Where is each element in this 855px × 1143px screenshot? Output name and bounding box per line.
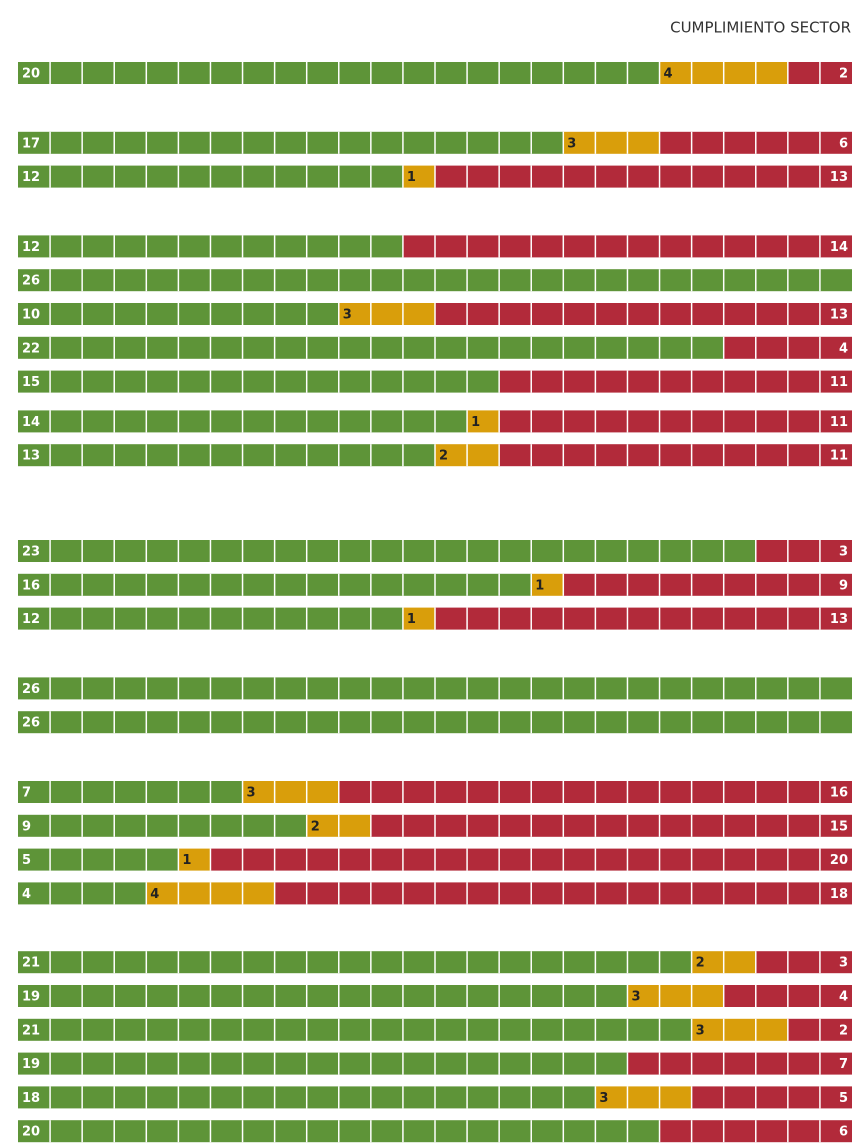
segment-label: 26 <box>22 716 40 731</box>
segment-label: 14 <box>22 415 40 430</box>
segment <box>499 410 852 433</box>
segment-label: 3 <box>343 308 352 323</box>
segment <box>242 781 339 803</box>
segment-label: 2 <box>839 67 848 82</box>
segment <box>18 781 243 803</box>
segment <box>435 303 852 325</box>
segment-label: 21 <box>22 1023 40 1038</box>
segment-label: 12 <box>22 240 40 255</box>
segment-label: 20 <box>830 853 848 868</box>
segment-label: 26 <box>22 682 40 697</box>
segment-label: 3 <box>599 1091 608 1106</box>
segment-label: 10 <box>22 308 40 323</box>
segment <box>18 131 564 154</box>
segment <box>370 814 852 837</box>
segment <box>467 410 500 433</box>
segment <box>18 370 500 393</box>
segment <box>338 303 435 325</box>
segment <box>691 1018 788 1041</box>
segment <box>435 607 852 630</box>
segment-label: 3 <box>696 1023 705 1038</box>
segment <box>178 848 211 871</box>
segment-label: 20 <box>22 1125 40 1140</box>
segment-label: 1 <box>407 170 416 185</box>
segment <box>755 951 852 974</box>
segment-label: 2 <box>839 1023 848 1038</box>
segment-label: 7 <box>839 1057 848 1072</box>
segment <box>435 165 852 188</box>
segment-label: 14 <box>830 240 848 255</box>
segment-label: 18 <box>22 1091 40 1106</box>
segment-label: 3 <box>631 990 640 1005</box>
segment-label: 15 <box>22 375 40 390</box>
segment <box>402 607 435 630</box>
segment-label: 5 <box>22 853 31 868</box>
segment-label: 19 <box>22 990 40 1005</box>
segment <box>18 951 692 974</box>
segment-label: 11 <box>830 449 848 464</box>
segment-label: 19 <box>22 1057 40 1072</box>
segment <box>18 1052 628 1075</box>
segment-label: 20 <box>22 67 40 82</box>
segment-label: 3 <box>839 545 848 560</box>
segment-label: 2 <box>439 449 448 464</box>
segment-label: 21 <box>22 956 40 971</box>
segment <box>18 540 756 562</box>
segment <box>499 444 852 467</box>
segment-label: 22 <box>22 341 40 356</box>
segment-label: 13 <box>830 170 848 185</box>
segment-label: 11 <box>830 415 848 430</box>
segment-label: 9 <box>839 578 848 593</box>
segment <box>499 370 852 393</box>
segment <box>18 444 435 467</box>
segment <box>18 1018 692 1041</box>
segment-label: 11 <box>830 375 848 390</box>
segment-label: 17 <box>22 136 40 151</box>
segment-label: 16 <box>22 578 40 593</box>
segment-label: 2 <box>311 819 320 834</box>
segment-label: 26 <box>22 274 40 289</box>
segment-label: 1 <box>182 853 191 868</box>
segment-label: 4 <box>150 887 159 902</box>
segment-label: 13 <box>22 449 40 464</box>
segment-label: 12 <box>22 170 40 185</box>
segment-label: 18 <box>830 887 848 902</box>
segment-label: 15 <box>830 819 848 834</box>
segment <box>531 573 564 596</box>
segment-label: 3 <box>839 956 848 971</box>
segment <box>18 985 628 1007</box>
segment-label: 4 <box>839 990 848 1005</box>
segment <box>402 165 435 188</box>
segment-label: 5 <box>839 1091 848 1106</box>
segment-label: 1 <box>535 578 544 593</box>
segment <box>627 1052 852 1075</box>
segment-label: 2 <box>696 956 705 971</box>
segment-label: 12 <box>22 612 40 627</box>
segment-label: 6 <box>839 1125 848 1140</box>
segment <box>18 814 307 837</box>
segment-label: 3 <box>567 136 576 151</box>
segment <box>627 985 724 1007</box>
segment-label: 4 <box>22 887 31 902</box>
segment-label: 13 <box>830 308 848 323</box>
segment <box>595 1086 692 1109</box>
segment-label: 23 <box>22 545 40 560</box>
segment-label: 16 <box>830 786 848 801</box>
segment-label: 4 <box>664 67 673 82</box>
segment <box>563 573 852 596</box>
segment-label: 1 <box>407 612 416 627</box>
segment-label: 7 <box>22 786 31 801</box>
segment-label: 13 <box>830 612 848 627</box>
segment <box>18 848 179 871</box>
segment <box>691 1086 852 1109</box>
segment <box>755 540 852 562</box>
segment <box>563 131 660 154</box>
chart-title: CUMPLIMIENTO SECTOR <box>670 19 851 37</box>
segment-label: 1 <box>471 415 480 430</box>
segment-label: 6 <box>839 136 848 151</box>
segment-label: 3 <box>247 786 256 801</box>
segment-label: 9 <box>22 819 31 834</box>
segment-label: 4 <box>839 341 848 356</box>
